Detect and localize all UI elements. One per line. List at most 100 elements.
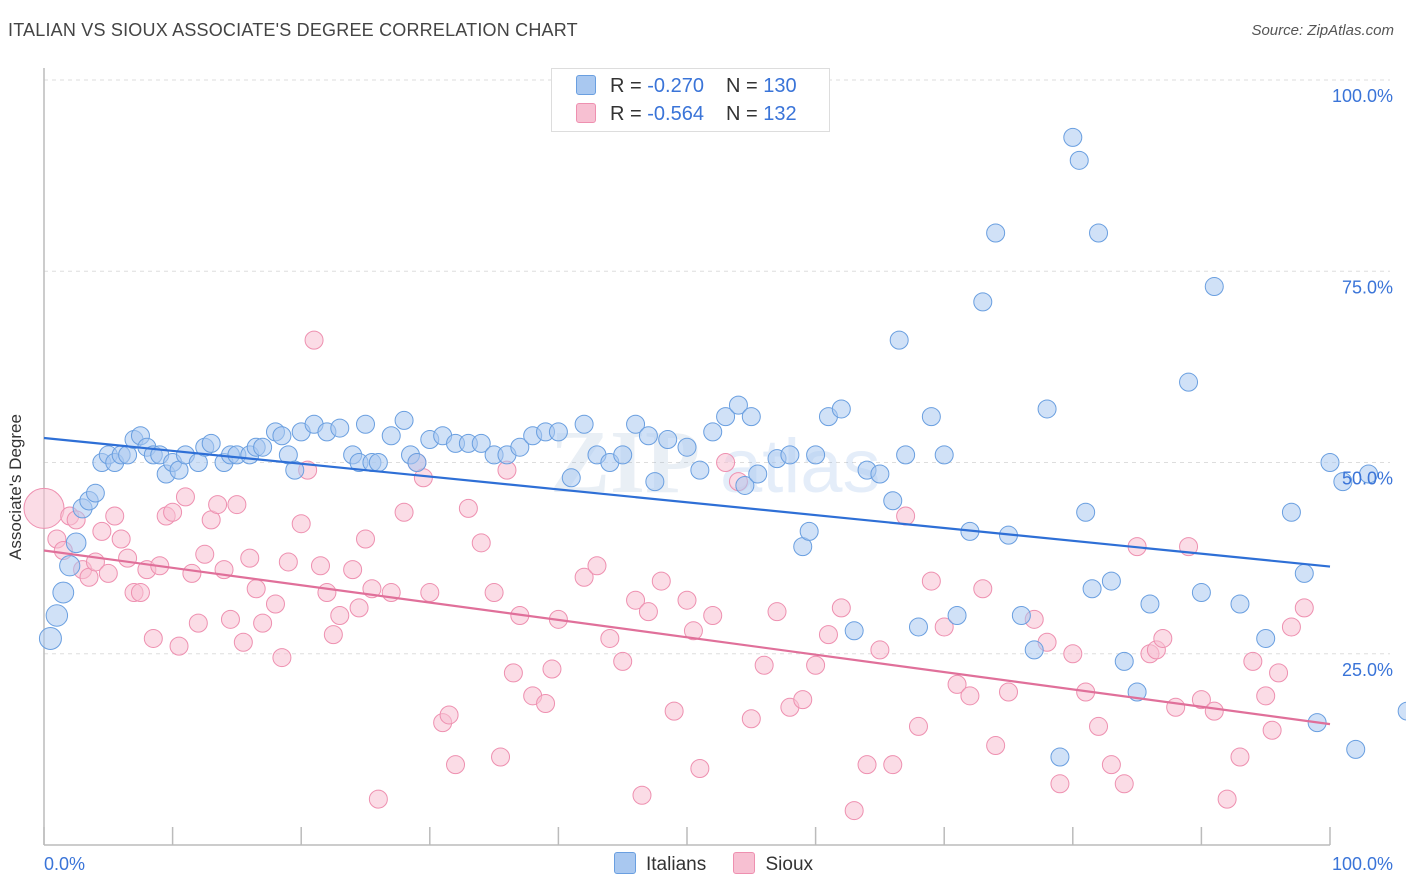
italians-point — [831, 399, 851, 419]
sioux-point — [278, 552, 298, 572]
italians-point — [883, 491, 903, 511]
sioux-point — [1269, 663, 1289, 683]
sioux-point — [1281, 617, 1301, 637]
y-axis-label: Associate's Degree — [6, 414, 25, 560]
italians-point — [1050, 747, 1070, 767]
sioux-point — [23, 487, 65, 529]
sioux-point — [118, 548, 138, 568]
y-tick-label-50: 50.0% — [1342, 469, 1393, 489]
sioux-point — [947, 674, 967, 694]
sioux-point — [368, 789, 388, 809]
source-label: Source: ZipAtlas.com — [1251, 22, 1394, 39]
sioux-point — [349, 598, 369, 618]
italians-point — [741, 407, 761, 427]
sioux-point — [265, 594, 285, 614]
sioux-point — [716, 453, 736, 472]
sioux-point — [908, 716, 928, 736]
italians-point — [381, 426, 401, 446]
sioux-point — [458, 498, 478, 518]
italians-point — [889, 330, 909, 350]
sioux-point — [651, 571, 671, 591]
x-tick-label-max: 100.0% — [1332, 854, 1393, 874]
trend-lines — [43, 436, 1331, 726]
sioux-point — [182, 563, 202, 583]
italians-point — [38, 626, 62, 650]
sioux-point — [600, 628, 620, 648]
sioux-point — [831, 598, 851, 618]
italians-point — [1063, 127, 1083, 147]
italians-point — [1191, 583, 1211, 603]
sioux-point — [793, 690, 813, 710]
italians-trend-line — [43, 436, 1331, 568]
sioux-point — [220, 609, 240, 629]
italians-r-label: R = — [610, 75, 648, 97]
sioux-point — [323, 625, 343, 645]
sioux-point — [536, 693, 556, 713]
sioux-point — [330, 606, 350, 625]
italians-point — [638, 426, 658, 446]
sioux-legend-swatch — [733, 852, 756, 874]
sioux-point — [291, 514, 311, 534]
sioux-legend-label: Sioux — [765, 854, 814, 875]
italians-point — [1069, 150, 1089, 170]
italians-point — [986, 223, 1006, 243]
italians-point — [1101, 571, 1121, 591]
x-tick-label-min: 0.0% — [44, 854, 85, 874]
sioux-point — [1050, 774, 1070, 794]
sioux-point — [1114, 774, 1134, 794]
italians-point — [1114, 651, 1134, 671]
svg-text:atlas: atlas — [720, 424, 881, 509]
chart-title: ITALIAN VS SIOUX ASSOCIATE'S DEGREE CORR… — [8, 20, 578, 40]
sioux-point — [92, 521, 112, 541]
italians-point — [1076, 502, 1096, 522]
sioux-point — [1256, 686, 1276, 706]
italians-point — [626, 414, 646, 434]
sioux-swatch — [576, 103, 596, 123]
italians-point — [574, 414, 594, 434]
sioux-r-label: R = — [610, 103, 648, 125]
sioux-point — [960, 686, 980, 706]
sioux-points — [23, 330, 1314, 821]
italians-point — [728, 395, 748, 415]
italians-point — [356, 414, 375, 434]
sioux-point — [343, 560, 363, 580]
legend-item-sioux[interactable]: Sioux — [733, 852, 813, 876]
italians-point — [1320, 453, 1340, 472]
sioux-point — [394, 502, 414, 522]
sioux-point — [921, 571, 941, 591]
y-tick-label-100: 100.0% — [1332, 86, 1393, 106]
italians-point — [973, 292, 993, 312]
sioux-point — [491, 747, 511, 767]
italians-n-label: N = — [725, 75, 764, 97]
sioux-point — [304, 330, 324, 350]
italians-point — [1281, 502, 1301, 522]
italians-point — [1037, 399, 1057, 419]
italians-point — [1294, 563, 1314, 583]
italians-point — [613, 445, 633, 465]
italians-point — [1140, 594, 1160, 614]
sioux-point — [1243, 651, 1263, 671]
italians-point — [908, 617, 928, 637]
sioux-point — [272, 648, 292, 668]
sioux-point — [870, 640, 890, 660]
sioux-point — [999, 682, 1018, 702]
series-legend: Italians Sioux — [614, 852, 835, 876]
sioux-point — [626, 590, 646, 610]
sioux-point — [227, 495, 247, 515]
sioux-point — [896, 506, 916, 526]
italians-legend-swatch — [614, 852, 636, 874]
correlation-legend: R = -0.270 N = 130 R = -0.564 N = 132 — [551, 68, 830, 132]
grid-lines — [44, 79, 1390, 655]
axes — [43, 68, 1331, 846]
sioux-point — [574, 567, 594, 587]
sioux-point — [1230, 747, 1250, 767]
sioux-point — [1294, 598, 1314, 618]
sioux-point — [484, 583, 504, 603]
legend-item-italians[interactable]: Italians — [614, 852, 706, 876]
italians-point — [561, 468, 581, 488]
sioux-point — [683, 621, 703, 641]
italians-point — [690, 460, 710, 480]
italians-point — [1011, 606, 1031, 625]
italians-point — [934, 445, 954, 465]
